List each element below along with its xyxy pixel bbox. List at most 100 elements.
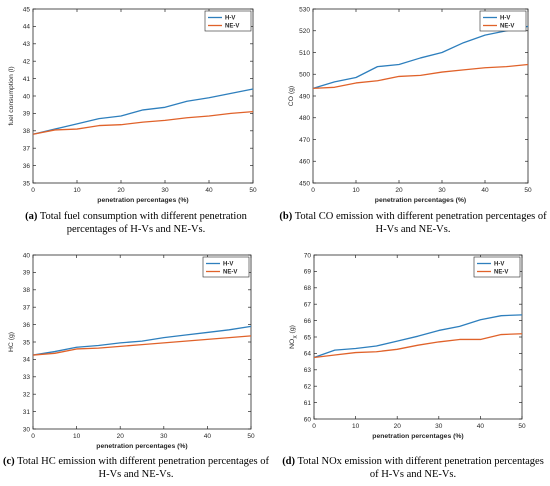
x-axis-label-b: penetration percentages (%) (375, 197, 466, 204)
x-tick-label-c: 50 (247, 433, 255, 440)
y-tick-label-a: 44 (23, 24, 31, 31)
x-tick-label-c: 30 (160, 433, 168, 440)
series-line-d-h-v (313, 314, 523, 359)
x-tick-label-c: 40 (204, 433, 212, 440)
caption-a-text: Total fuel consumption with different pe… (37, 211, 247, 235)
y-tick-label-d: 70 (304, 252, 312, 259)
y-tick-label-d: 63 (304, 367, 312, 374)
x-tick-label-b: 0 (311, 187, 315, 194)
legend-label-d: NE-V (494, 270, 508, 276)
legend-d: H-V NE-V (473, 256, 521, 278)
y-tick-label-a: 35 (23, 180, 31, 187)
y-tick-label-b: 450 (299, 180, 310, 187)
x-tick-label-d: 0 (312, 423, 316, 430)
y-tick-label-a: 45 (23, 6, 31, 13)
x-tick-label-a: 10 (73, 187, 81, 194)
caption-c: (c) Total HC emission with different pen… (2, 455, 270, 481)
series-line-d-ne-v (313, 333, 523, 359)
x-tick-label-c: 10 (73, 433, 81, 440)
x-tick-label-a: 0 (31, 187, 35, 194)
y-tick-label-d: 61 (304, 400, 312, 407)
y-tick-label-c: 36 (23, 322, 31, 329)
caption-b-text: Total CO emission with different penetra… (292, 211, 547, 235)
plot-frame-c (32, 254, 252, 430)
y-tick-label-a: 41 (23, 76, 31, 83)
chart-c: 0 10 20 30 40 50 30 31 32 33 34 35 36 37 38 39 40 penetra… (8, 252, 255, 450)
y-tick-label-b: 520 (299, 28, 310, 35)
y-tick-label-d: 66 (304, 318, 312, 325)
x-axis-label-d: penetration percentages (%) (372, 433, 463, 440)
legend-label-b: H-V (500, 16, 510, 22)
x-tick-label-b: 20 (395, 187, 403, 194)
y-tick-label-c: 35 (23, 339, 31, 346)
legend-c: H-V NE-V (202, 256, 250, 278)
legend-label-a: NE-V (225, 24, 239, 30)
x-tick-label-d: 20 (394, 423, 402, 430)
x-tick-label-d: 40 (477, 423, 485, 430)
x-tick-label-a: 50 (249, 187, 257, 194)
y-tick-label-c: 31 (23, 409, 31, 416)
x-tick-label-c: 0 (31, 433, 35, 440)
x-axis-label-a: penetration percentages (%) (97, 197, 188, 204)
chart-a: 0 10 20 30 40 50 35 36 37 38 39 40 41 42 43 44 45 penetra… (8, 6, 257, 204)
x-axis-label-c: penetration percentages (%) (96, 443, 187, 450)
y-tick-label-b: 530 (299, 6, 310, 13)
series-line-b-h-v (312, 25, 529, 90)
y-tick-label-c: 38 (23, 287, 31, 294)
x-tick-label-b: 10 (352, 187, 360, 194)
caption-b-tag: (b) (279, 211, 293, 222)
y-tick-label-c: 40 (23, 252, 31, 259)
legend-label-a: H-V (225, 16, 235, 22)
caption-d-tag: (d) (282, 456, 296, 467)
y-tick-label-b: 460 (299, 159, 310, 166)
caption-b: (b) Total CO emission with different pen… (278, 210, 548, 236)
x-tick-label-a: 20 (117, 187, 125, 194)
series-line-a-h-v (32, 88, 254, 135)
plot-frame-b (312, 8, 529, 184)
y-tick-label-b: 490 (299, 93, 310, 100)
legend-b: H-V NE-V (479, 10, 527, 32)
x-tick-label-d: 30 (435, 423, 443, 430)
caption-d-text: Total NOx emission with different penetr… (295, 456, 544, 480)
y-tick-label-b: 510 (299, 50, 310, 57)
caption-c-tag: (c) (3, 456, 15, 467)
y-axis-label-b: CO (g) (288, 86, 295, 106)
y-tick-label-d: 65 (304, 334, 312, 341)
chart-d: 0 10 20 30 40 50 60 61 62 63 64 65 66 67 68 69 70 penetra… (289, 252, 526, 440)
y-tick-label-a: 38 (23, 128, 31, 135)
y-tick-label-a: 43 (23, 41, 31, 48)
x-tick-label-b: 40 (481, 187, 489, 194)
caption-a-tag: (a) (25, 211, 38, 222)
y-tick-label-c: 37 (23, 305, 31, 312)
caption-c-text: Total HC emission with different penetra… (14, 456, 269, 480)
legend-a: H-V NE-V (204, 10, 252, 32)
chart-b: 0 10 20 30 40 50 450 460 470 480 490 500 510 520 530 pe… (288, 6, 532, 204)
y-tick-label-d: 62 (304, 384, 312, 391)
y-tick-label-b: 480 (299, 115, 310, 122)
y-tick-label-d: 64 (304, 351, 312, 358)
y-axis-label-d: NOX (g) (289, 325, 299, 349)
series-line-a-ne-v (32, 111, 254, 135)
y-tick-label-c: 39 (23, 270, 31, 277)
x-tick-label-b: 50 (524, 187, 532, 194)
y-tick-label-a: 40 (23, 93, 31, 100)
y-axis-label-c: HC (g) (8, 332, 15, 352)
y-tick-label-c: 30 (23, 426, 31, 433)
legend-label-d: H-V (494, 262, 504, 268)
x-tick-label-a: 30 (161, 187, 169, 194)
y-tick-label-c: 32 (23, 392, 31, 399)
series-line-c-ne-v (32, 335, 252, 356)
y-tick-label-b: 500 (299, 72, 310, 79)
y-tick-label-d: 69 (304, 269, 312, 276)
y-tick-label-d: 68 (304, 285, 312, 292)
legend-label-c: H-V (223, 262, 233, 268)
legend-label-c: NE-V (223, 270, 237, 276)
y-tick-label-c: 33 (23, 374, 31, 381)
x-tick-label-a: 40 (205, 187, 213, 194)
y-tick-label-a: 39 (23, 111, 31, 118)
x-tick-label-d: 50 (518, 423, 526, 430)
y-tick-label-a: 36 (23, 163, 31, 170)
y-tick-label-d: 67 (304, 302, 312, 309)
